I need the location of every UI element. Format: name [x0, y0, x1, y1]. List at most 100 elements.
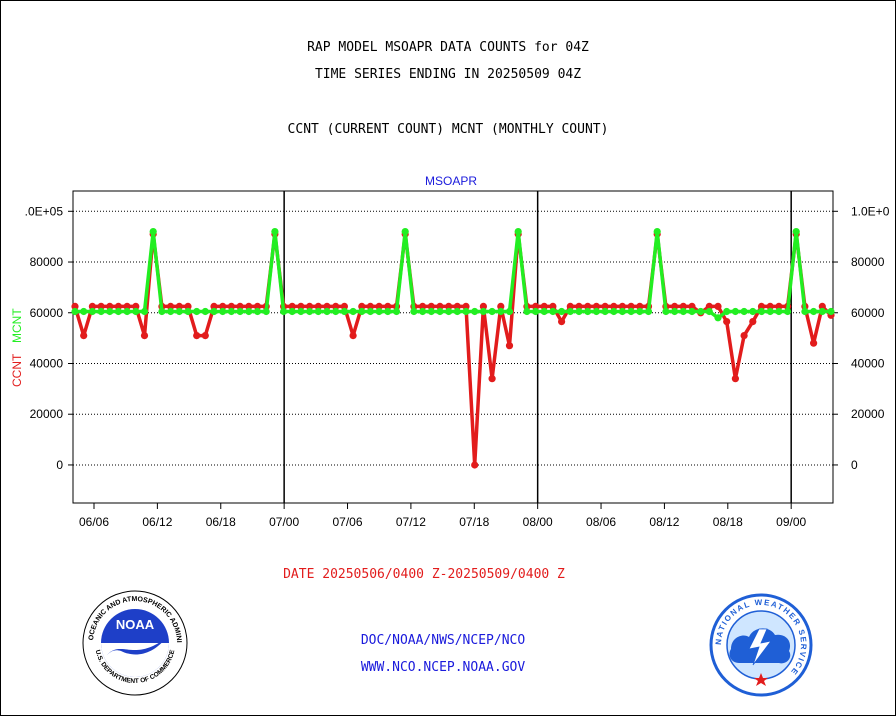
data-point-ccnt — [132, 302, 140, 310]
noaa-logo: NOAA NATIONAL OCEANIC AND ATMOSPHERIC AD… — [81, 589, 188, 696]
data-point-mcnt — [827, 307, 835, 316]
data-point-ccnt — [384, 302, 392, 310]
data-point-mcnt — [653, 228, 661, 236]
data-point-ccnt — [297, 302, 305, 310]
data-point-ccnt — [419, 302, 427, 310]
data-point-mcnt — [610, 307, 618, 316]
data-point-mcnt — [262, 307, 270, 316]
data-point-ccnt — [358, 302, 366, 310]
data-point-ccnt — [540, 302, 548, 310]
data-point-ccnt — [236, 302, 244, 310]
data-point-ccnt — [366, 302, 374, 310]
data-point-mcnt — [462, 307, 470, 316]
data-point-ccnt — [627, 302, 635, 310]
day-boundary-lines — [283, 191, 792, 503]
chart-title-line2: TIME SERIES ENDING IN 20250509 04Z — [314, 67, 582, 82]
data-point-mcnt — [106, 307, 114, 316]
y-axis-label-ccnt: CCNT — [10, 353, 24, 387]
data-point-mcnt — [349, 307, 357, 316]
data-point-mcnt — [731, 307, 740, 316]
data-point-mcnt — [323, 307, 331, 316]
data-point-ccnt — [201, 332, 209, 340]
data-point-mcnt — [88, 307, 96, 316]
x-tick-label: 07/00 — [269, 515, 299, 529]
data-point-ccnt — [532, 302, 540, 310]
data-point-mcnt — [488, 307, 496, 316]
data-point-mcnt — [149, 228, 157, 236]
data-point-ccnt — [71, 302, 79, 310]
data-point-mcnt — [549, 307, 557, 316]
data-point-mcnt — [445, 307, 453, 316]
x-tick-label: 09/00 — [776, 515, 806, 529]
data-point-ccnt — [427, 302, 435, 310]
data-point-ccnt — [584, 302, 592, 310]
data-point-mcnt — [71, 307, 79, 316]
y-tick-label-right: 40000 — [851, 356, 885, 370]
data-point-mcnt — [123, 307, 131, 316]
data-point-mcnt — [566, 307, 574, 316]
noaa-logo-center-text: NOAA — [116, 617, 155, 632]
data-point-mcnt — [471, 307, 479, 316]
y-tick-label-right: 60000 — [851, 306, 885, 320]
data-point-ccnt — [558, 318, 566, 326]
data-point-ccnt — [253, 302, 262, 310]
date-range-label: DATE 20250506/0400 Z-20250509/0400 Z — [283, 567, 565, 582]
data-point-ccnt — [479, 302, 487, 310]
data-point-ccnt — [688, 302, 696, 310]
nws-logo: NATIONAL WEATHER SERVICE — [709, 593, 813, 697]
data-point-ccnt — [288, 302, 296, 310]
data-point-mcnt — [97, 307, 105, 316]
y-tick-label-right: 1.0E+0 — [851, 204, 890, 218]
data-point-mcnt — [314, 307, 322, 316]
x-tick-label: 08/06 — [586, 515, 616, 529]
x-tick-label: 07/12 — [396, 515, 426, 529]
data-point-mcnt — [584, 307, 592, 316]
y-tick-label-left: .0E+05 — [25, 204, 64, 218]
data-point-ccnt — [723, 318, 731, 326]
x-tick-label: 08/12 — [649, 515, 679, 529]
data-point-ccnt — [775, 302, 783, 310]
website-link[interactable]: WWW.NCO.NCEP.NOAA.GOV — [360, 660, 526, 675]
data-point-mcnt — [644, 307, 653, 316]
data-point-ccnt — [549, 302, 557, 310]
data-point-mcnt — [514, 228, 522, 236]
series-ccnt — [71, 230, 835, 469]
data-point-mcnt — [384, 307, 392, 316]
data-point-mcnt — [784, 307, 792, 316]
data-point-mcnt — [523, 307, 531, 316]
data-point-ccnt — [140, 332, 149, 340]
data-point-mcnt — [280, 307, 288, 316]
data-point-mcnt — [158, 307, 166, 316]
data-point-mcnt — [297, 307, 305, 316]
y-tick-label-right: 80000 — [851, 255, 885, 269]
data-point-mcnt — [210, 307, 218, 316]
data-point-mcnt — [427, 307, 435, 316]
data-point-mcnt — [679, 307, 687, 316]
plot-title: MSOAPR — [425, 174, 477, 188]
org-path-link[interactable]: DOC/NOAA/NWS/NCEP/NCO — [360, 633, 526, 648]
data-point-ccnt — [766, 302, 774, 310]
data-point-ccnt — [566, 302, 574, 310]
data-point-mcnt — [132, 307, 140, 316]
data-point-ccnt — [88, 302, 96, 310]
data-point-ccnt — [193, 332, 201, 340]
data-point-mcnt — [818, 307, 826, 316]
data-point-mcnt — [592, 307, 601, 316]
plot-frame — [72, 190, 834, 504]
data-point-ccnt — [592, 302, 601, 310]
data-point-ccnt — [575, 302, 583, 310]
series-line-ccnt — [73, 232, 833, 467]
data-point-ccnt — [818, 302, 826, 310]
y-tick-label-left: 20000 — [30, 407, 64, 421]
chart-title-line1: RAP MODEL MSOAPR DATA COUNTS for 04Z — [307, 40, 589, 55]
data-point-mcnt — [332, 307, 340, 316]
x-tick-label: 06/06 — [79, 515, 109, 529]
x-axis: 06/06 06/12 06/18 07/00 07/06 07/12 07/18 08/00… — [79, 503, 807, 529]
data-point-ccnt — [332, 302, 340, 310]
data-point-ccnt — [80, 332, 88, 340]
x-tick-label: 06/18 — [206, 515, 236, 529]
y-tick-label-right: 0 — [851, 458, 858, 472]
data-point-mcnt — [540, 307, 548, 316]
